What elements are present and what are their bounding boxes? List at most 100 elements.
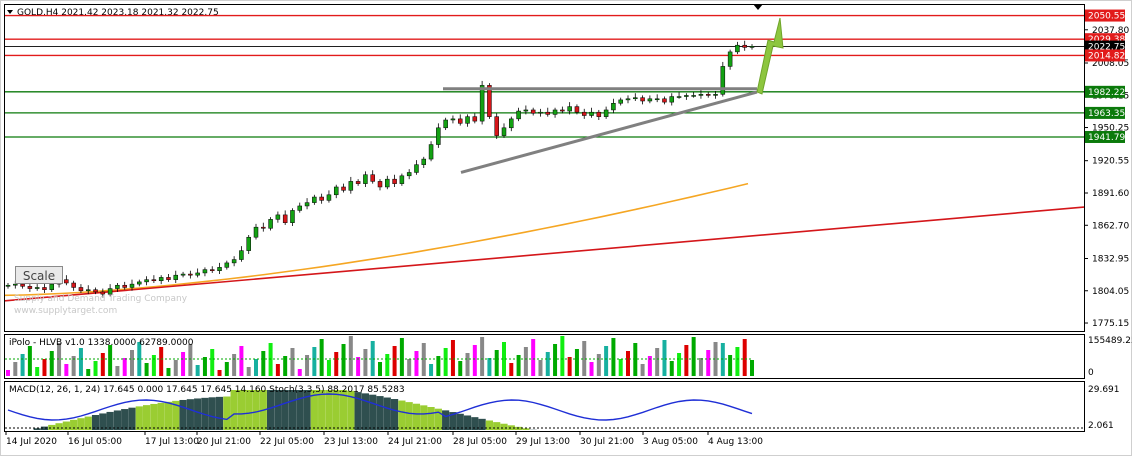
price-tick-label: 1891.60 [1092, 189, 1129, 199]
candle-body [320, 197, 324, 200]
volume-bar [684, 345, 688, 376]
candle-body [582, 112, 586, 115]
macd-histogram-bar [500, 424, 507, 430]
time-tick-label: 28 Jul 05:00 [453, 437, 507, 447]
volume-bar [560, 336, 564, 376]
volume-bar [619, 359, 623, 376]
volume-bar [546, 352, 550, 376]
watermark-line-1: Supply and Demand Trading Company [14, 293, 187, 305]
macd-histogram-bar [522, 428, 529, 430]
chart-header: GOLD,H4 2021.42 2023.18 2021.32 2022.75 [17, 8, 219, 18]
volume-bar [429, 364, 433, 376]
candle-body [232, 260, 236, 263]
scale-button[interactable]: Scale [15, 266, 63, 284]
candle-body [480, 85, 484, 121]
volume-zero-label: 0 [1088, 368, 1094, 378]
volume-bar [509, 363, 513, 376]
volume-bar [334, 352, 338, 376]
macd-histogram-bar [274, 390, 281, 430]
macd-histogram-bar [252, 390, 259, 430]
macd-histogram-bar [209, 397, 216, 430]
candle-body [166, 277, 170, 279]
candle-body [626, 99, 630, 100]
volume-bar [735, 347, 739, 376]
candle-body [444, 120, 448, 128]
level-label: 1982.22 [1088, 88, 1125, 98]
time-tick-label: 4 Aug 13:00 [708, 437, 763, 447]
candle-body [145, 280, 149, 282]
candle-body [407, 172, 411, 175]
volume-bar [64, 364, 68, 376]
macd-histogram-bar [296, 390, 303, 430]
volume-bar [254, 359, 258, 376]
candle-body [86, 290, 90, 291]
candle-body [619, 100, 623, 103]
time-tick-label: 24 Jul 21:00 [388, 437, 442, 447]
volume-bar [641, 364, 645, 376]
volume-bar [218, 370, 222, 376]
volume-bar [466, 353, 470, 376]
volume-bar [145, 363, 149, 376]
volume-bar [86, 369, 90, 376]
volume-bar [363, 349, 367, 376]
volume-bar [152, 355, 156, 376]
candle-body [174, 275, 178, 279]
candle-body [203, 270, 207, 273]
time-tick-label: 29 Jul 13:00 [516, 437, 570, 447]
price-tick-label: 1862.70 [1092, 221, 1129, 231]
candle-body [524, 110, 528, 111]
volume-bar [342, 344, 346, 376]
candle-body [458, 119, 462, 123]
volume-bar [444, 348, 448, 376]
price-tick-label: 1804.05 [1092, 287, 1129, 297]
candle-body [196, 273, 200, 275]
volume-bar [305, 355, 309, 376]
volume-bar [575, 349, 579, 376]
macd-histogram-bar [238, 390, 245, 430]
candle-body [531, 110, 535, 113]
candle-body [670, 97, 674, 103]
macd-histogram-bar [194, 398, 201, 430]
macd-histogram-bar [413, 404, 420, 430]
macd-histogram-bar [325, 390, 332, 430]
volume-bar [480, 337, 484, 376]
volume-bar [568, 357, 572, 376]
price-tick-label: 1832.95 [1092, 254, 1129, 264]
volume-bar [181, 352, 185, 376]
candle-body [130, 284, 134, 287]
volume-bar [35, 367, 39, 376]
macd-histogram-bar [486, 420, 493, 430]
candle-body [699, 94, 703, 95]
volume-bar [414, 351, 418, 376]
volume-bar [101, 353, 105, 376]
volume-bar [79, 348, 83, 376]
macd-histogram-bar [333, 390, 340, 430]
volume-bar [13, 362, 17, 376]
candle-body [6, 285, 10, 286]
volume-bar [750, 360, 754, 376]
candle-body [342, 187, 346, 190]
volume-max-label: 155489.25 [1088, 336, 1132, 346]
macd-histogram-bar [427, 407, 434, 430]
macd-histogram-bar [289, 390, 296, 430]
candle-body [560, 110, 564, 111]
candle-body [269, 219, 273, 228]
volume-bar [174, 360, 178, 376]
candle-body [276, 215, 280, 219]
volume-bar [247, 367, 251, 376]
macd-histogram-bar [384, 398, 391, 430]
time-tick-label: 16 Jul 05:00 [68, 437, 122, 447]
macd-histogram-bar [128, 408, 135, 430]
macd-histogram-bar [216, 397, 223, 430]
macd-histogram-bar [442, 410, 449, 430]
candle-body [349, 181, 353, 190]
candle-body [123, 285, 127, 287]
candle-body [517, 111, 521, 119]
candle-body [502, 128, 506, 136]
macd-histogram-bar [318, 390, 325, 430]
volume-bar [531, 339, 535, 376]
volume-bar [706, 350, 710, 376]
main-plot-area [5, 5, 1085, 332]
candle-body [604, 110, 608, 117]
